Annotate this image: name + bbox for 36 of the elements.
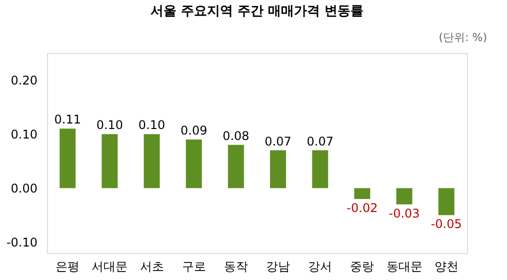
data-label: 0.10 (96, 118, 124, 132)
data-label: 0.07 (264, 134, 292, 148)
y-tick-label: 0.00 (10, 182, 38, 196)
data-label: 0.08 (222, 128, 250, 143)
bar (186, 139, 202, 188)
x-tick-label: 중랑 (350, 260, 374, 274)
data-label: 0.09 (180, 123, 208, 138)
x-tick-label: 양천 (434, 260, 458, 274)
bar (270, 150, 286, 188)
x-tick-label: 서초 (140, 260, 164, 274)
chart-title: 서울 주요지역 주간 매매가격 변동률 (150, 4, 364, 19)
bar (396, 188, 412, 204)
bar (312, 150, 328, 188)
data-label: -0.02 (346, 200, 378, 215)
x-tick-label: 강남 (266, 260, 290, 274)
bar (102, 134, 118, 188)
data-label: 0.11 (54, 112, 81, 127)
y-tick-label: -0.10 (6, 236, 38, 250)
x-tick-label: 동작 (224, 260, 248, 274)
bar (354, 188, 370, 199)
x-tick-label: 강서 (308, 260, 332, 274)
data-label: 0.10 (138, 118, 166, 132)
bar (60, 128, 76, 188)
x-tick-label: 구로 (182, 260, 206, 274)
x-tick-label: 서대문 (92, 260, 128, 274)
y-tick-label: 0.20 (10, 74, 38, 88)
data-label: -0.05 (430, 217, 462, 232)
bar (144, 134, 160, 188)
bar (438, 188, 454, 216)
x-tick-label: 은평 (56, 260, 80, 274)
data-label: 0.07 (306, 134, 334, 148)
y-tick-label: 0.10 (10, 128, 38, 142)
text: (단위: %) (438, 31, 487, 44)
data-label: -0.03 (388, 206, 420, 220)
x-tick-label: 동대문 (386, 260, 422, 274)
bar (228, 144, 244, 188)
